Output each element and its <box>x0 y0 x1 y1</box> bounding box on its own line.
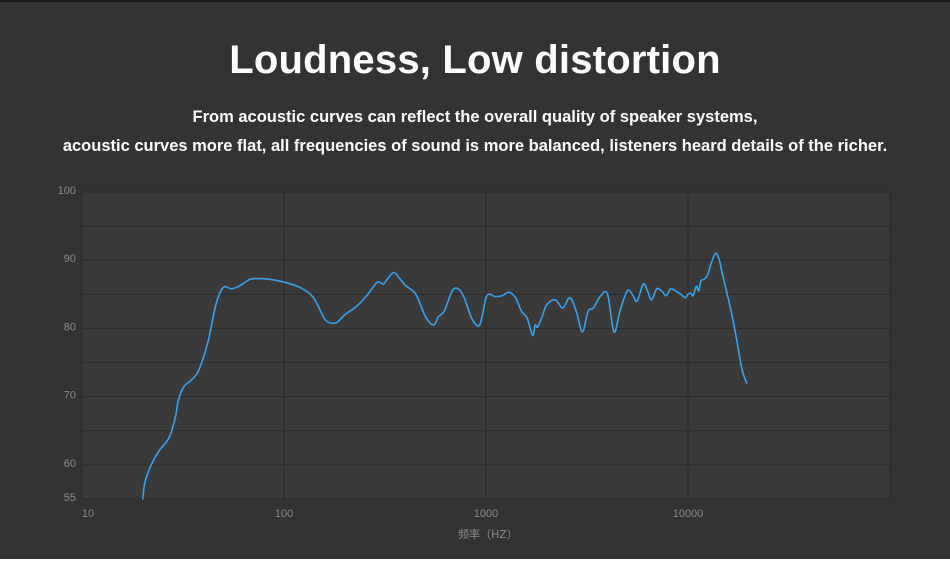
subtitle-line-1: From acoustic curves can reflect the ove… <box>192 108 758 126</box>
y-tick-label: 55 <box>64 492 76 504</box>
y-tick-label: 100 <box>58 185 76 197</box>
x-tick-label: 10 <box>82 508 94 520</box>
y-tick-label: 80 <box>64 321 76 333</box>
x-tick-label: 10000 <box>673 508 704 520</box>
y-tick-label: 90 <box>64 253 76 265</box>
series-line-response <box>142 252 748 500</box>
x-tick-label: 1000 <box>474 508 498 520</box>
top-border <box>0 0 950 2</box>
subtitle-line-2: acoustic curves more flat, all frequenci… <box>62 137 888 155</box>
x-axis-label: 频率（HZ） <box>458 527 518 541</box>
x-axis-ticks: 10 100 1000 10000 <box>82 508 703 520</box>
y-tick-label: 70 <box>64 390 76 402</box>
bottom-border <box>0 559 950 563</box>
page-title: Loudness, Low distortion <box>229 38 721 82</box>
x-tick-label: 100 <box>275 508 293 520</box>
y-axis-ticks: 55 60 70 80 90 100 <box>58 185 76 504</box>
y-tick-label: 60 <box>64 458 76 470</box>
grid-lines <box>81 191 891 500</box>
